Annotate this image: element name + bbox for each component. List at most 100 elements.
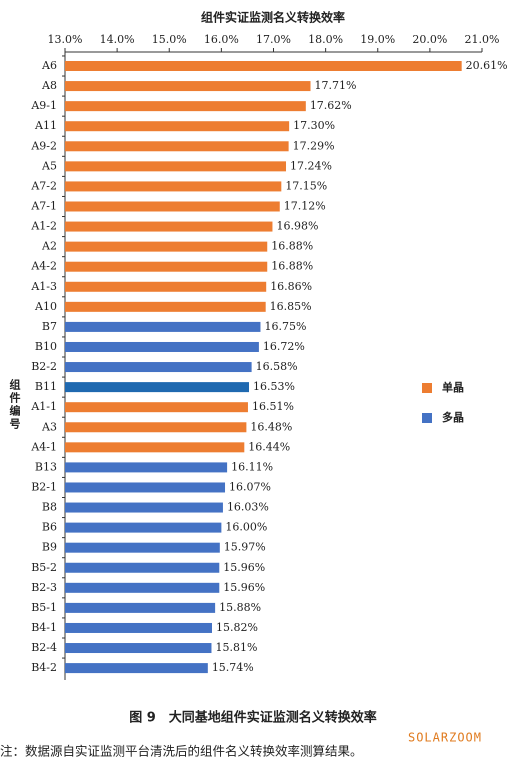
y-tick-label: A2 [41, 240, 57, 253]
value-label: 15.74% [212, 661, 254, 674]
value-label: 16.51% [252, 400, 294, 413]
watermark: SOLARZOOM [408, 731, 482, 745]
x-tick-label: 17.0% [256, 33, 291, 46]
y-tick-label: A5 [41, 159, 57, 172]
x-tick-label: 19.0% [360, 33, 395, 46]
bar [65, 241, 268, 252]
y-tick-label: B6 [42, 521, 57, 534]
value-label: 16.07% [229, 480, 271, 493]
y-tick-label: B11 [35, 380, 57, 393]
value-label: 17.24% [290, 159, 332, 172]
x-tick-label: 14.0% [100, 33, 135, 46]
value-label: 15.97% [224, 541, 266, 554]
value-label: 15.88% [219, 601, 261, 614]
bar [65, 382, 250, 393]
value-label: 16.88% [271, 260, 313, 273]
bar [65, 602, 216, 613]
y-tick-label: A7-2 [30, 179, 57, 192]
value-label: 15.82% [216, 621, 258, 634]
value-label: 16.00% [225, 521, 267, 534]
x-tick-label: 13.0% [48, 33, 83, 46]
bar [65, 362, 252, 373]
bar [65, 261, 268, 272]
y-tick-label: A3 [41, 420, 57, 433]
note: 注：数据源自实证监测平台清洗后的组件名义转换效率测算结果。 [0, 744, 363, 759]
value-label: 17.15% [285, 179, 327, 192]
bar [65, 622, 212, 633]
value-label: 16.48% [250, 420, 292, 433]
caption: 图 9 大同基地组件实证监测名义转换效率 [129, 710, 377, 726]
bar [65, 301, 266, 312]
value-label: 17.71% [315, 79, 357, 92]
bar [65, 121, 290, 132]
bar [65, 582, 220, 593]
value-label: 15.96% [223, 581, 265, 594]
bar [65, 502, 223, 513]
y-tick-label: A1-3 [30, 280, 57, 293]
y-tick-label: B5-1 [31, 601, 57, 614]
y-tick-label: A6 [41, 59, 57, 72]
bar [65, 482, 226, 493]
value-label: 16.11% [231, 460, 273, 473]
value-label: 17.12% [284, 199, 326, 212]
value-label: 16.75% [264, 320, 306, 333]
legend-label: 多晶 [442, 410, 464, 424]
bar [65, 643, 212, 654]
y-tick-label: B7 [42, 320, 57, 333]
value-label: 20.61% [466, 59, 507, 72]
y-tick-label: B4-1 [31, 621, 57, 634]
value-label: 16.85% [270, 300, 312, 313]
y-tick-label: A9-1 [30, 99, 57, 112]
bar [65, 442, 245, 453]
value-label: 16.58% [256, 360, 298, 373]
y-tick-label: B8 [42, 501, 57, 514]
value-label: 17.62% [310, 99, 352, 112]
y-tick-label: B9 [42, 541, 57, 554]
bar [65, 422, 247, 433]
value-label: 16.98% [276, 220, 318, 233]
bar [65, 181, 282, 192]
y-tick-label: B2-3 [31, 581, 57, 594]
y-tick-label: A1-1 [30, 400, 57, 413]
y-tick-label: B4-2 [31, 661, 57, 674]
x-tick-label: 15.0% [152, 33, 187, 46]
x-tick-label: 16.0% [204, 33, 239, 46]
y-tick-label: A1-2 [30, 220, 57, 233]
y-tick-label: A11 [34, 119, 57, 132]
y-tick-label: A4-2 [30, 260, 57, 273]
bar [65, 221, 273, 232]
bar [65, 61, 462, 71]
value-label: 15.96% [223, 561, 265, 574]
value-label: 17.30% [293, 119, 335, 132]
bar [65, 341, 259, 352]
bar [65, 281, 267, 292]
bar [65, 141, 289, 152]
legend-swatch [422, 383, 432, 393]
bar [65, 522, 222, 533]
y-axis-label: 组件编号 [10, 378, 21, 431]
chart-title: 组件实证监测名义转换效率 [201, 10, 345, 25]
y-tick-label: B10 [35, 340, 57, 353]
bar [65, 542, 220, 553]
y-tick-label: B2-1 [31, 480, 57, 493]
value-label: 16.53% [253, 380, 295, 393]
y-tick-label: A8 [41, 79, 57, 92]
bar [65, 161, 287, 172]
bar [65, 402, 248, 413]
bar [65, 562, 220, 573]
y-tick-label: B13 [35, 460, 57, 473]
value-label: 16.44% [248, 440, 290, 453]
legend-swatch [422, 413, 432, 423]
y-tick-label: A10 [34, 300, 57, 313]
value-label: 17.29% [293, 139, 335, 152]
bar [65, 462, 228, 473]
value-label: 16.03% [227, 501, 269, 514]
y-tick-label: A9-2 [30, 139, 57, 152]
y-tick-label: B2-4 [31, 641, 57, 654]
value-label: 15.81% [215, 641, 257, 654]
y-tick-label: A4-1 [30, 440, 57, 453]
y-tick-label: A7-1 [30, 199, 57, 212]
x-tick-label: 21.0% [465, 33, 500, 46]
bar [65, 321, 261, 332]
bar [65, 101, 306, 112]
